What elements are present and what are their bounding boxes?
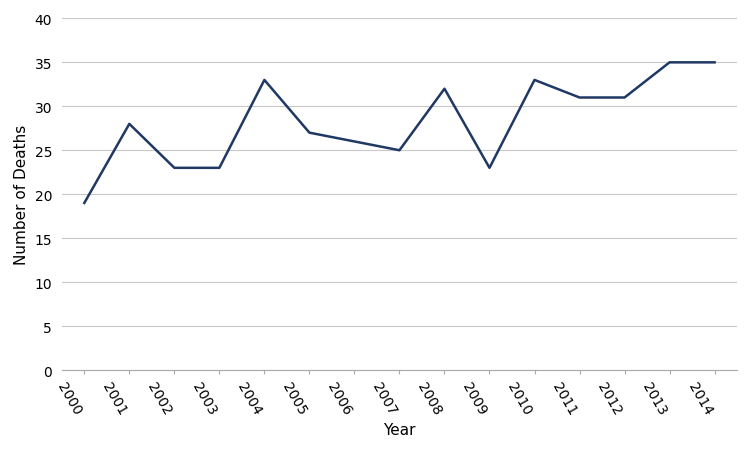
X-axis label: Year: Year [383, 422, 416, 437]
Y-axis label: Number of Deaths: Number of Deaths [14, 125, 29, 265]
